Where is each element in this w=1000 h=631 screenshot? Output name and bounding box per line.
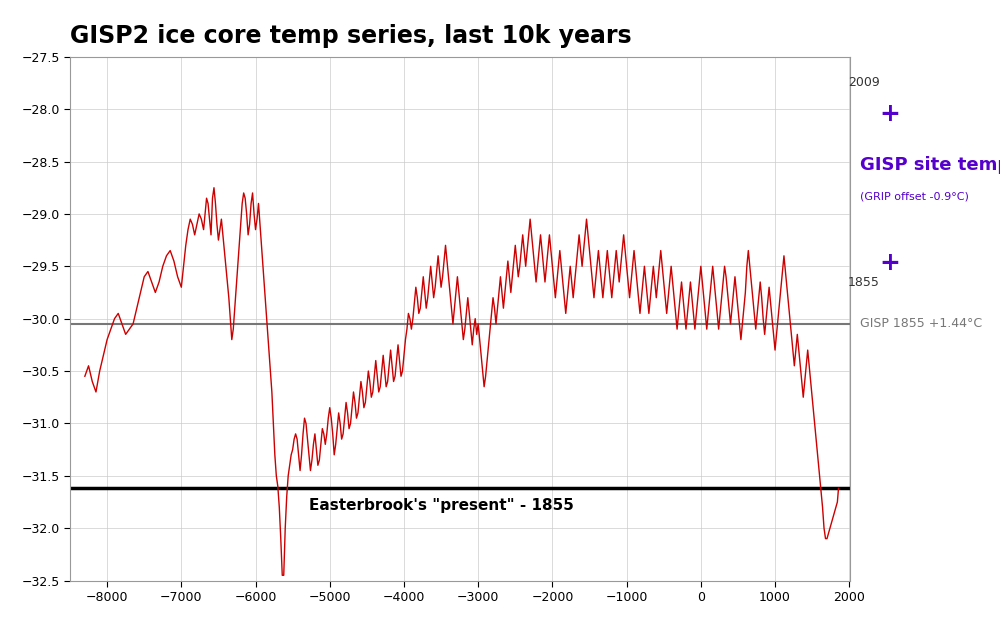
- Text: +: +: [880, 251, 900, 275]
- Text: GISP site temps: GISP site temps: [860, 156, 1000, 174]
- Text: (GRIP offset -0.9°C): (GRIP offset -0.9°C): [860, 191, 969, 201]
- Text: +: +: [880, 102, 900, 126]
- Text: 2009: 2009: [848, 76, 880, 89]
- Text: GISP2 ice core temp series, last 10k years: GISP2 ice core temp series, last 10k yea…: [70, 24, 632, 48]
- Text: GISP 1855 +1.44°C: GISP 1855 +1.44°C: [860, 317, 982, 331]
- Text: Easterbrook's "present" - 1855: Easterbrook's "present" - 1855: [309, 498, 574, 513]
- Text: 1855: 1855: [848, 276, 880, 289]
